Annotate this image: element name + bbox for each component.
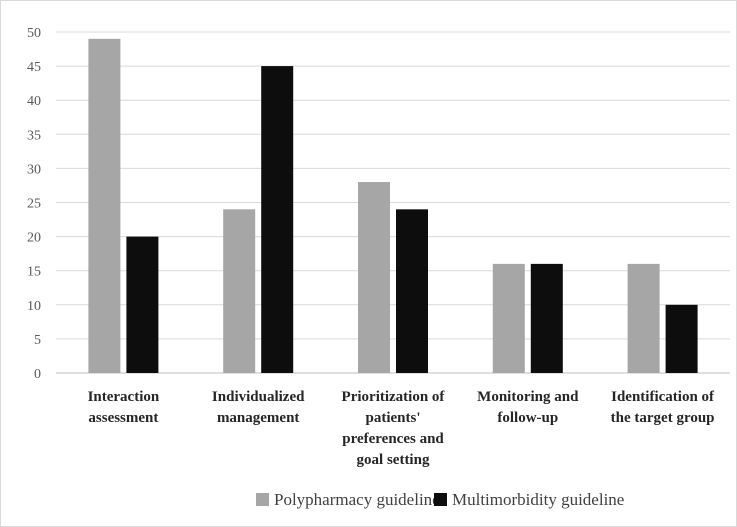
x-tick-label: Identification of the target group xyxy=(611,389,715,426)
y-axis-ticks: 0 5 10 15 20 25 30 35 40 45 50 xyxy=(27,26,41,382)
bar xyxy=(627,263,660,373)
legend-swatch xyxy=(256,493,269,506)
y-tick-label: 30 xyxy=(27,162,41,177)
y-tick-label: 45 xyxy=(27,60,41,75)
bar xyxy=(492,263,525,373)
y-tick-label: 50 xyxy=(27,26,41,41)
legend-item: Polypharmacy guideline xyxy=(256,490,440,509)
bar xyxy=(223,209,256,373)
x-tick-label: Prioritization of patients' preferences an… xyxy=(342,389,446,468)
bar xyxy=(261,66,294,373)
legend-label: Polypharmacy guideline xyxy=(274,490,440,509)
legend-item: Multimorbidity guideline xyxy=(434,490,624,509)
bar xyxy=(396,209,428,373)
legend-label: Multimorbidity guideline xyxy=(452,490,624,509)
bar xyxy=(126,236,159,373)
x-tick-label: Interaction assessment xyxy=(88,389,160,426)
x-tick-label: Monitoring and follow-up xyxy=(477,389,579,426)
x-tick-label: Individualized management xyxy=(212,389,305,426)
bar xyxy=(665,304,698,373)
y-tick-label: 15 xyxy=(27,265,41,280)
bar xyxy=(88,38,121,373)
y-tick-label: 25 xyxy=(27,197,41,212)
y-tick-label: 20 xyxy=(27,231,41,246)
y-tick-label: 40 xyxy=(27,94,41,109)
bar xyxy=(530,263,563,373)
x-axis-ticks: Interaction assessment Individualized manag… xyxy=(88,389,715,468)
y-tick-label: 5 xyxy=(34,333,41,348)
y-tick-label: 10 xyxy=(27,299,41,314)
bar xyxy=(358,182,390,373)
y-tick-label: 35 xyxy=(27,128,41,143)
legend: Polypharmacy guideline Multimorbidity gui… xyxy=(256,490,624,509)
gridlines xyxy=(56,31,730,374)
bars xyxy=(88,38,698,373)
y-tick-label: 0 xyxy=(34,367,41,382)
legend-swatch xyxy=(434,493,447,506)
